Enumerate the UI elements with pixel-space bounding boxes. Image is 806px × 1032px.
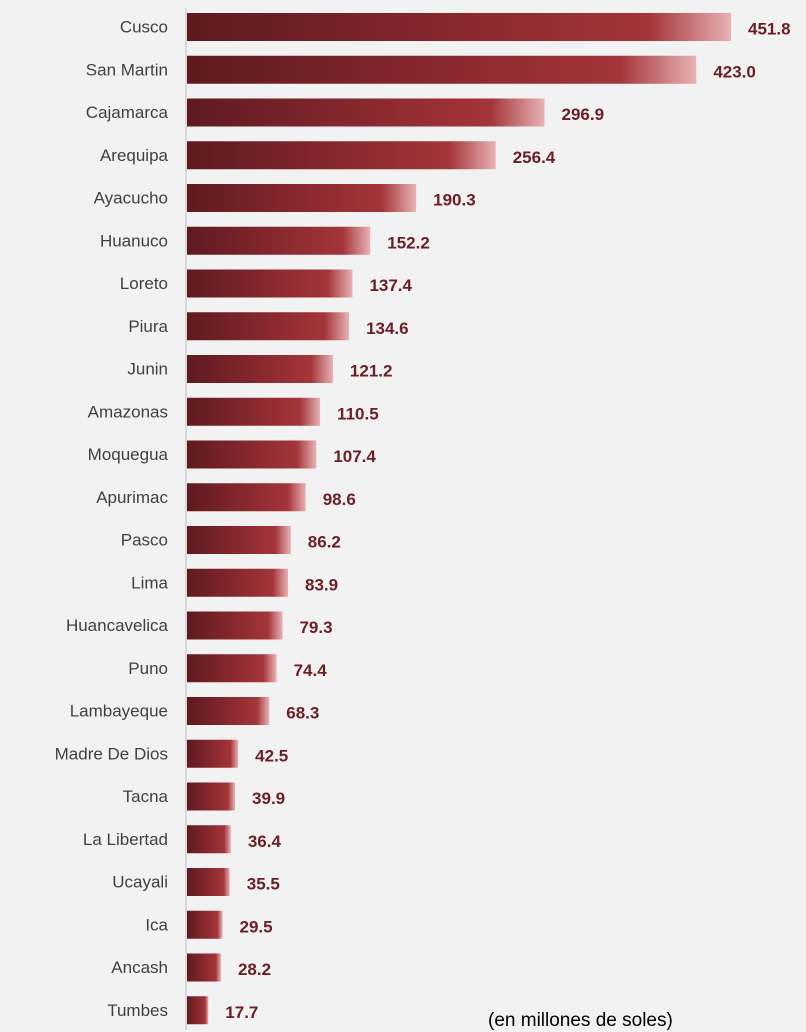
value-label: 137.4 bbox=[369, 276, 412, 295]
category-label: Pasco bbox=[121, 531, 168, 550]
category-label: Moquegua bbox=[88, 445, 169, 464]
value-label: 68.3 bbox=[286, 704, 319, 723]
value-label: 190.3 bbox=[433, 191, 476, 210]
bar bbox=[187, 825, 231, 854]
value-label: 79.3 bbox=[299, 618, 332, 637]
category-label: Ayacucho bbox=[94, 189, 168, 208]
value-label: 83.9 bbox=[305, 575, 338, 594]
bar bbox=[187, 269, 353, 298]
bar bbox=[187, 996, 209, 1025]
category-label: Madre De Dios bbox=[55, 744, 168, 763]
bar bbox=[187, 782, 236, 811]
value-label: 423.0 bbox=[713, 62, 756, 81]
bar bbox=[187, 13, 731, 41]
category-label: Tacna bbox=[123, 787, 169, 806]
value-label: 39.9 bbox=[252, 789, 285, 808]
bar bbox=[187, 953, 221, 982]
bar bbox=[187, 355, 333, 383]
value-label: 451.8 bbox=[748, 20, 791, 39]
bar bbox=[187, 98, 545, 127]
category-label: Huancavelica bbox=[66, 616, 169, 635]
value-label: 74.4 bbox=[294, 661, 328, 680]
value-label: 107.4 bbox=[333, 447, 376, 466]
bars-group: Cusco 451.8 San Martin 423.0 Cajamarca 296.9 A… bbox=[55, 13, 791, 1025]
value-label: 36.4 bbox=[248, 832, 282, 851]
category-label: Apurimac bbox=[96, 488, 168, 507]
value-label: 296.9 bbox=[561, 105, 604, 124]
category-label: Lima bbox=[131, 573, 168, 592]
category-label: Lambayeque bbox=[70, 702, 168, 721]
category-label: La Libertad bbox=[83, 830, 168, 849]
value-label: 17.7 bbox=[225, 1003, 258, 1022]
bar bbox=[187, 312, 350, 341]
bar bbox=[187, 526, 291, 554]
bar bbox=[187, 697, 270, 725]
value-label: 86.2 bbox=[308, 533, 341, 552]
category-label: Cajamarca bbox=[86, 103, 169, 122]
bar bbox=[187, 910, 223, 939]
bar bbox=[187, 739, 239, 768]
bar bbox=[187, 568, 289, 597]
category-label: Huanuco bbox=[100, 231, 168, 250]
value-label: 134.6 bbox=[366, 319, 409, 338]
category-label: Amazonas bbox=[88, 402, 168, 421]
bar bbox=[187, 141, 496, 170]
category-label: Arequipa bbox=[100, 146, 169, 165]
bar bbox=[187, 611, 283, 640]
value-label: 35.5 bbox=[247, 875, 280, 894]
value-label: 110.5 bbox=[337, 404, 379, 423]
category-label: Loreto bbox=[120, 274, 168, 293]
bar bbox=[187, 184, 417, 212]
category-label: Ucayali bbox=[112, 873, 168, 892]
value-label: 152.2 bbox=[387, 233, 430, 252]
value-label: 28.2 bbox=[238, 960, 271, 979]
value-label: 29.5 bbox=[240, 917, 273, 936]
unit-note: (en millones de soles) bbox=[488, 1010, 673, 1031]
category-label: Puno bbox=[128, 659, 168, 678]
bar bbox=[187, 397, 321, 426]
bar bbox=[187, 483, 306, 512]
category-label: Ancash bbox=[111, 958, 168, 977]
category-label: Cusco bbox=[120, 18, 168, 37]
value-label: 256.4 bbox=[513, 148, 556, 167]
value-label: 98.6 bbox=[323, 490, 356, 509]
value-label: 121.2 bbox=[350, 362, 393, 381]
category-label: Junin bbox=[127, 360, 168, 379]
category-label: Ica bbox=[145, 915, 168, 934]
bar bbox=[187, 55, 697, 84]
bar bbox=[187, 226, 371, 255]
category-label: San Martin bbox=[86, 60, 168, 79]
bar bbox=[187, 440, 317, 469]
value-label: 42.5 bbox=[255, 746, 288, 765]
category-label: Tumbes bbox=[107, 1001, 168, 1020]
bar bbox=[187, 654, 277, 683]
category-label: Piura bbox=[128, 317, 168, 336]
bar bbox=[187, 868, 230, 896]
